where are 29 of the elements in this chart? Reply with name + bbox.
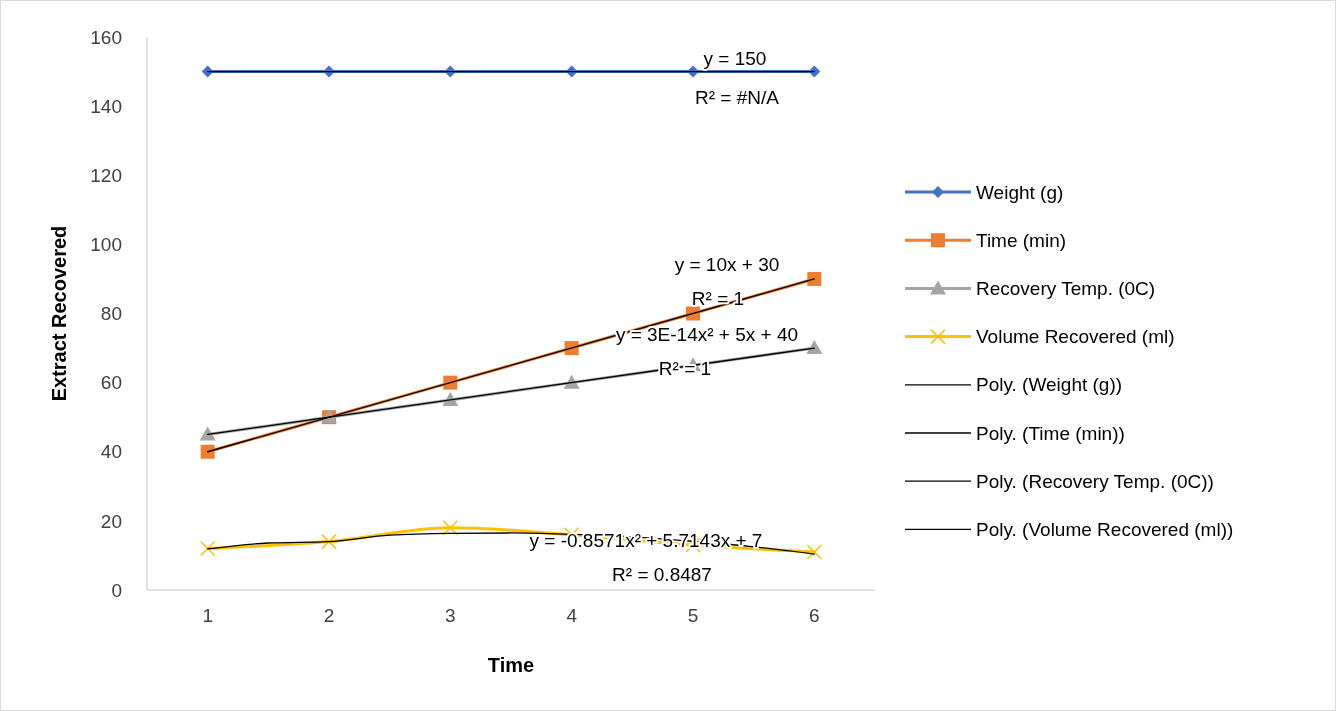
y-tick-label: 60 [100, 372, 122, 394]
y-axis-title: Extract Recovered [48, 225, 70, 402]
y-tick-label: 0 [111, 579, 122, 601]
y-tick-label: 40 [100, 441, 122, 463]
x-tick-label: 3 [445, 605, 456, 626]
legend-label: Poly. (Weight (g)) [976, 374, 1123, 396]
legend-label: Poly. (Recovery Temp. (0C)) [976, 470, 1214, 492]
annotation: R² = #N/A [695, 86, 780, 108]
y-tick-label: 120 [90, 164, 122, 186]
x-tick-label: 4 [566, 605, 578, 626]
legend-label: Poly. (Volume Recovered (ml)) [976, 519, 1234, 541]
annotation: y = 10x + 30 [674, 253, 780, 275]
legend-label: Volume Recovered (ml) [976, 326, 1175, 348]
y-tick-label: 20 [100, 510, 122, 532]
legend-label: Poly. (Time (min)) [976, 422, 1125, 444]
x-axis-title: Time [487, 654, 535, 676]
x-tick-label: 6 [809, 605, 820, 626]
annotation: R² = 0.8487 [612, 563, 712, 585]
legend-label: Recovery Temp. (0C) [976, 278, 1156, 300]
x-tick-label: 2 [323, 605, 335, 626]
y-tick-label: 140 [90, 95, 122, 117]
x-tick-label: 1 [202, 605, 213, 626]
y-tick-label: 100 [90, 234, 122, 256]
legend-label: Weight (g) [976, 181, 1064, 203]
x-tick-label: 5 [687, 605, 699, 626]
y-tick-label: 160 [90, 26, 122, 48]
y-tick-label: 80 [100, 303, 122, 325]
legend-label: Time (min) [976, 229, 1067, 251]
annotation: y = 150 [703, 47, 767, 69]
